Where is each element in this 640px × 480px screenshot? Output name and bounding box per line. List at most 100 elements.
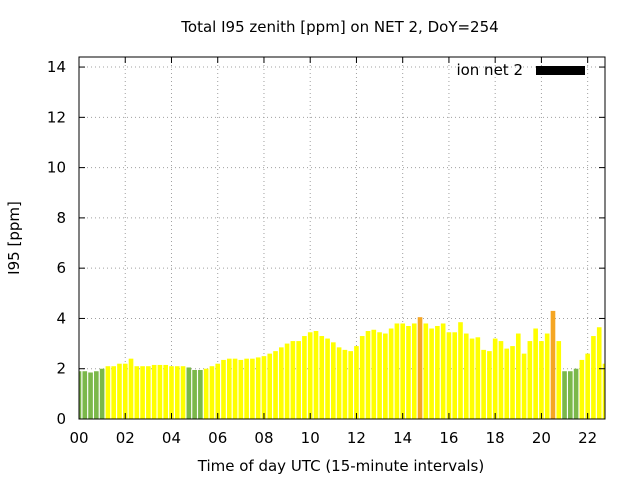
bar (186, 367, 192, 419)
bar (383, 333, 388, 419)
x-tick-label: 20 (532, 429, 551, 447)
y-tick-label: 10 (47, 159, 66, 177)
bar (278, 347, 284, 419)
y-tick-labels: 0 2 4 6 8 10 12 14 (47, 58, 66, 428)
y-tick-label: 12 (47, 108, 66, 126)
legend-label: ion net 2 (456, 61, 523, 79)
bar (388, 328, 394, 419)
axis-ticks (78, 57, 605, 420)
bar (244, 358, 249, 419)
bar (117, 363, 122, 419)
bar (209, 366, 215, 419)
bar (99, 368, 105, 419)
bar (446, 332, 452, 419)
bar (336, 347, 342, 419)
bar (122, 363, 128, 419)
bar (602, 363, 605, 419)
bar (406, 325, 411, 419)
bar (556, 341, 562, 419)
bar (510, 346, 515, 419)
x-tick-label: 14 (393, 429, 412, 447)
y-tick-label: 14 (47, 58, 66, 76)
bar (498, 341, 504, 419)
x-tick-label: 18 (486, 429, 505, 447)
bar (452, 332, 458, 419)
bar (198, 369, 203, 419)
bar (515, 333, 521, 419)
bar (174, 366, 180, 419)
x-tick-labels: 00 02 04 06 08 10 12 14 16 18 20 22 (69, 429, 597, 447)
bar (82, 371, 88, 419)
bar (192, 369, 197, 419)
legend-swatch (536, 66, 585, 75)
bar (342, 349, 348, 419)
bar (302, 336, 307, 419)
bar (296, 341, 301, 419)
bar (325, 338, 330, 419)
bar (79, 371, 82, 419)
bar (533, 328, 538, 419)
bar (215, 363, 221, 419)
bar (111, 366, 116, 419)
bar (394, 323, 400, 419)
bar (550, 310, 556, 419)
bar (180, 366, 186, 419)
bar (527, 341, 533, 419)
y-tick-label: 8 (56, 209, 66, 227)
y-tick-label: 6 (56, 259, 66, 277)
bar (319, 336, 325, 419)
bar (371, 329, 377, 419)
bar (290, 341, 296, 419)
x-tick-label: 00 (69, 429, 88, 447)
bar (221, 359, 226, 419)
bar (261, 356, 267, 419)
bar (562, 371, 567, 419)
bar (423, 323, 429, 419)
bar (377, 332, 382, 419)
bar (544, 333, 550, 419)
bar (504, 348, 510, 419)
bar (458, 322, 463, 419)
bar (94, 371, 99, 419)
bar (169, 366, 174, 419)
grid (79, 57, 605, 419)
bar (487, 351, 492, 419)
x-tick-label: 06 (208, 429, 227, 447)
bar (469, 338, 475, 419)
bar (313, 331, 319, 419)
bar (417, 317, 423, 419)
bar (128, 358, 134, 419)
bar (140, 366, 145, 419)
bar (521, 353, 527, 419)
y-tick-label: 4 (56, 309, 66, 327)
bar (348, 351, 353, 419)
bar (105, 366, 111, 419)
bar (435, 325, 440, 419)
bar (88, 372, 93, 419)
bar (579, 359, 585, 419)
bar (232, 358, 238, 419)
bar (307, 332, 313, 419)
bar (226, 358, 232, 419)
bar (284, 343, 290, 419)
bar (359, 336, 365, 419)
bar (591, 336, 596, 419)
bar (203, 368, 209, 419)
bar (573, 368, 579, 419)
bar (492, 338, 498, 419)
bar (596, 327, 602, 419)
x-tick-label: 12 (347, 429, 366, 447)
bar (163, 364, 169, 419)
bar (463, 333, 469, 419)
bar (151, 364, 157, 419)
x-tick-label: 10 (301, 429, 320, 447)
bar (475, 337, 481, 419)
bar (250, 358, 255, 419)
x-tick-label: 16 (439, 429, 458, 447)
bar (331, 342, 336, 419)
bar (238, 359, 244, 419)
bar (429, 328, 434, 419)
bar (273, 351, 278, 419)
bar (267, 353, 273, 419)
